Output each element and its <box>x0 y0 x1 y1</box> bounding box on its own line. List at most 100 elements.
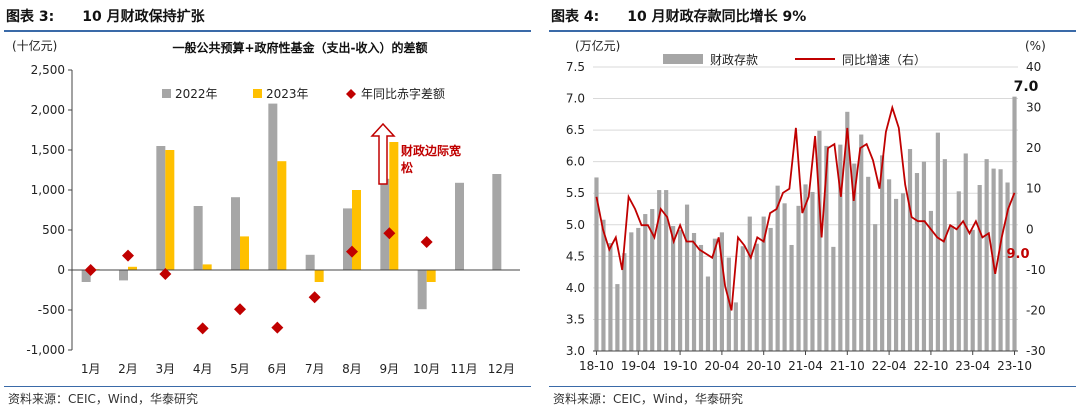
right-x-tick-label: 20-10 <box>746 359 781 373</box>
right-right-tick-label: 20 <box>1026 141 1041 155</box>
right-deposit-bar <box>824 145 829 351</box>
left-diamond-marker <box>420 236 433 248</box>
left-diamond-marker <box>346 245 358 258</box>
left-figure-caption: 10 月财政保持扩张 <box>82 9 205 25</box>
right-deposit-bar <box>928 210 933 351</box>
right-x-tick-label: 20-04 <box>704 359 739 373</box>
left-bar-2023 <box>277 161 287 270</box>
left-y-tick-label: 500 <box>42 223 65 237</box>
right-left-tick-label: 4.5 <box>566 249 585 263</box>
left-diamond-marker <box>196 322 209 335</box>
right-deposit-bar <box>664 190 669 351</box>
right-deposit-bar <box>698 244 704 351</box>
left-bar-2022 <box>119 270 128 281</box>
left-y-tick-label: -1,000 <box>26 343 65 357</box>
right-deposit-bar <box>914 173 920 351</box>
right-deposit-bar <box>921 161 927 351</box>
right-deposit-bar <box>838 144 843 351</box>
right-legend-label-line: 同比增速（右） <box>842 52 926 67</box>
right-left-tick-label: 5.5 <box>566 186 585 200</box>
left-y-tick-label: -500 <box>38 303 65 317</box>
right-left-tick-label: 5.0 <box>566 218 585 232</box>
left-diamond-marker <box>383 227 396 240</box>
left-x-tick-label: 1月 <box>81 362 101 376</box>
right-deposit-bar <box>671 226 676 351</box>
right-x-tick-label: 23-10 <box>997 359 1032 373</box>
right-deposit-bar <box>866 176 871 351</box>
left-diamond-marker <box>308 291 321 304</box>
right-deposit-bar <box>719 232 724 351</box>
right-x-tick-label: 23-04 <box>955 359 990 373</box>
left-x-tick-label: 6月 <box>268 362 288 376</box>
right-right-tick-label: -10 <box>1026 263 1046 277</box>
left-legend-label-2022: 2022年 <box>175 87 218 101</box>
right-deposit-bar <box>691 232 697 351</box>
left-figure-title: 图表 3: 10 月财政保持扩张 <box>6 6 205 26</box>
right-deposit-bar <box>775 185 780 351</box>
right-deposit-bar <box>789 244 794 351</box>
right-deposit-bar <box>963 153 968 351</box>
left-annotation-text-line2: 松 <box>401 160 413 175</box>
right-deposit-bar <box>622 253 627 351</box>
left-legend-swatch-2023 <box>253 89 262 98</box>
right-figure-panel: 图表 4: 10 月财政存款同比增长 9% (万亿元) (%) 3.0 3.5 4.0 4.… <box>545 0 1080 413</box>
right-deposit-bar <box>712 238 718 351</box>
left-x-tick-label: 5月 <box>230 362 250 376</box>
left-legend-label-diamond: 年同比赤字差额 <box>361 86 445 101</box>
right-deposit-bar <box>761 216 766 351</box>
left-bar-2022 <box>417 270 427 310</box>
right-deposit-bar <box>956 191 961 351</box>
right-deposit-bar <box>796 205 801 351</box>
left-legend-swatch-2022 <box>162 89 171 98</box>
left-bar-2023 <box>314 270 324 282</box>
left-bar-2022 <box>380 178 390 270</box>
right-chart-svg: (万亿元) (%) 3.0 3.5 4.0 4.5 5.0 5.5 6.0 6.5 7.0 7.5 40… <box>566 38 1046 373</box>
left-y-tick-label: 2,500 <box>31 63 65 77</box>
left-bar-2023 <box>128 266 137 270</box>
left-bar-2022 <box>193 206 203 270</box>
right-deposit-bar <box>678 229 683 351</box>
right-left-tick-label: 6.5 <box>566 123 585 137</box>
right-deposit-bar <box>810 191 815 351</box>
right-deposit-bar <box>900 193 906 351</box>
right-deposit-bar <box>880 155 885 351</box>
left-source-rule <box>4 386 531 387</box>
right-x-tick-label: 18-10 <box>579 359 614 373</box>
left-chart-svg: (十亿元) 一般公共预算+政府性基金（支出-收入）的差额 -1,000 -500 0 50… <box>12 38 520 376</box>
right-deposit-bar <box>873 224 878 351</box>
left-bar-2022 <box>156 146 166 270</box>
right-deposit-bar <box>684 204 690 351</box>
right-deposit-bar <box>887 179 892 351</box>
left-title-rule <box>4 30 531 32</box>
right-deposit-bar <box>984 159 989 351</box>
left-diamond-marker <box>234 303 246 316</box>
right-right-tick-label: 0 <box>1026 222 1034 236</box>
right-left-tick-label: 3.5 <box>566 312 585 326</box>
left-x-tick-label: 4月 <box>193 362 213 376</box>
right-deposit-bar <box>601 219 606 351</box>
right-deposit-bar <box>1012 96 1017 351</box>
right-legend-label-bar: 财政存款 <box>710 53 758 67</box>
left-diamond-marker <box>271 321 284 334</box>
left-y-tick-label: 2,000 <box>31 103 65 117</box>
left-bar-2023 <box>426 270 436 282</box>
left-diamond-marker <box>84 264 97 276</box>
left-x-tick-label: 3月 <box>156 362 176 376</box>
left-figure-number: 图表 3: <box>6 9 55 25</box>
left-figure-panel: 图表 3: 10 月财政保持扩张 (十亿元) 一般公共预算+政府性基金（支出-收入）… <box>0 0 535 413</box>
right-left-tick-label: 3.0 <box>566 344 585 358</box>
left-bar-2023 <box>352 190 361 270</box>
right-x-tick-label: 19-04 <box>621 359 656 373</box>
right-x-tick-label: 22-10 <box>913 359 948 373</box>
right-deposit-bar <box>754 243 759 351</box>
right-deposit-bar <box>893 198 899 351</box>
left-x-tick-label: 11月 <box>450 362 477 376</box>
left-chart-title: 一般公共预算+政府性基金（支出-收入）的差额 <box>172 40 427 55</box>
right-figure-number: 图表 4: <box>551 9 600 25</box>
left-x-tick-label: 7月 <box>305 362 325 376</box>
left-bar-2023 <box>389 142 399 270</box>
right-deposit-bar <box>705 276 711 351</box>
right-last-bar-annotation: 7.0 <box>1014 79 1039 95</box>
right-deposit-bar <box>594 177 599 351</box>
right-right-tick-label: -20 <box>1026 303 1046 317</box>
